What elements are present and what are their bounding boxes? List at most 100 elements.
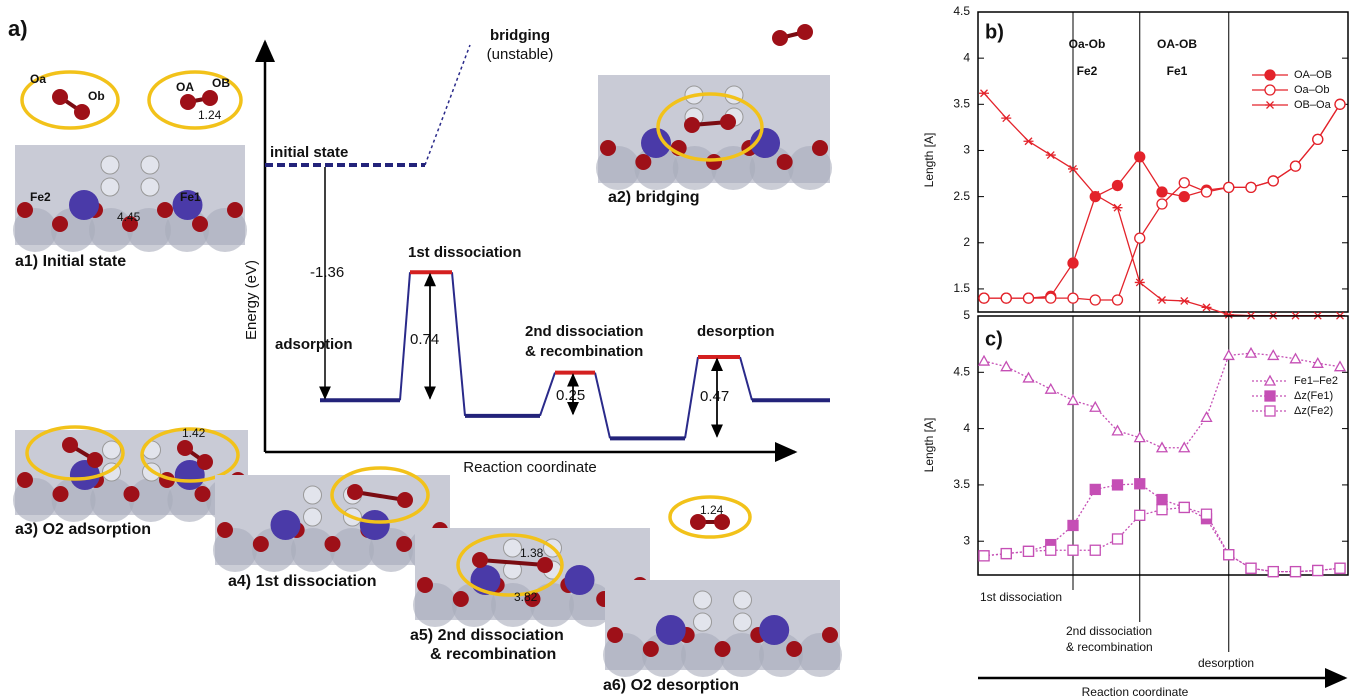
c-atom <box>734 591 752 609</box>
y-tick-label: 3 <box>963 143 970 157</box>
annotation: 0.25 <box>556 387 585 404</box>
annotation: 0.74 <box>410 331 439 348</box>
c-atom <box>504 539 522 557</box>
marker <box>1268 567 1278 577</box>
legend-label: OB–Oa <box>1294 99 1332 111</box>
structure-images <box>13 24 842 677</box>
c-atom <box>141 156 159 174</box>
annotation: bridging <box>490 27 550 44</box>
marker <box>1246 182 1256 192</box>
marker <box>1246 348 1256 357</box>
marker <box>979 356 989 365</box>
distance-label: 1.42 <box>182 426 206 440</box>
annotation: initial state <box>270 144 348 161</box>
figure: a) Energy (eV) Reaction coordinate bridg… <box>0 0 1349 700</box>
marker <box>1046 545 1056 555</box>
y-tick-label: 2.5 <box>953 189 970 203</box>
caption: a4) 1st dissociation <box>228 573 377 590</box>
caption: a6) O2 desorption <box>603 677 739 694</box>
o-atom <box>192 216 208 232</box>
marker <box>1135 479 1145 489</box>
o-atom <box>227 202 243 218</box>
fe-atom <box>271 510 301 540</box>
annotation: 1st dissociation <box>408 244 521 261</box>
marker <box>1001 362 1011 371</box>
atom-label: OB <box>212 76 230 90</box>
marker <box>1224 182 1234 192</box>
marker <box>1157 187 1167 197</box>
o-atom <box>195 486 211 502</box>
panel-label: b) <box>985 21 1004 43</box>
o-atom <box>706 154 722 170</box>
distance-label: 4.45 <box>117 210 141 224</box>
annotation: Fe2 <box>1077 64 1098 78</box>
c-atom <box>304 486 322 504</box>
connector <box>685 357 698 438</box>
connector <box>452 272 465 416</box>
legend-label: Δz(Fe1) <box>1294 390 1333 402</box>
c-atom <box>304 508 322 526</box>
marker <box>1001 293 1011 303</box>
marker <box>1113 295 1123 305</box>
fe-atom <box>565 565 595 595</box>
y-tick-label: 5 <box>963 308 970 322</box>
y-axis-label: Energy (eV) <box>243 260 260 340</box>
o-atom <box>180 94 196 110</box>
event-label: & recombination <box>1066 640 1153 654</box>
o-atom <box>62 437 78 453</box>
c-atom <box>101 178 119 196</box>
fe-atom <box>759 615 789 645</box>
legend-label: OA–OB <box>1294 69 1332 81</box>
caption: & recombination <box>430 646 556 663</box>
marker <box>1157 199 1167 209</box>
y-tick-label: 1.5 <box>953 281 970 295</box>
annotation: -1.36 <box>310 264 344 281</box>
o-atom <box>253 536 269 552</box>
y-tick-label: 3 <box>963 533 970 547</box>
y-tick-label: 4 <box>963 50 970 64</box>
marker <box>1179 502 1189 512</box>
distance-label: 1.24 <box>700 503 724 517</box>
series-line <box>984 507 1340 571</box>
connector <box>400 272 410 400</box>
marker <box>1313 565 1323 575</box>
o-atom <box>52 89 68 105</box>
marker <box>1157 505 1167 515</box>
connector <box>595 373 610 439</box>
legend-label: Δz(Fe2) <box>1294 405 1333 417</box>
c-atom <box>734 613 752 631</box>
marker <box>1135 152 1145 162</box>
marker <box>1335 362 1345 371</box>
marker <box>1265 406 1275 416</box>
marker <box>1202 509 1212 519</box>
c-atom <box>694 591 712 609</box>
marker <box>1224 350 1234 359</box>
o-atom <box>347 484 363 500</box>
annotation: 2nd dissociation <box>525 323 643 340</box>
connector <box>540 373 555 416</box>
marker <box>1291 567 1301 577</box>
o-atom <box>157 202 173 218</box>
x-axis-label: Reaction coordinate <box>463 459 596 476</box>
caption: a3) O2 adsorption <box>15 521 151 538</box>
marker <box>1024 546 1034 556</box>
marker <box>1113 181 1123 191</box>
o-atom <box>217 522 233 538</box>
o-atom <box>472 552 488 568</box>
marker <box>1265 391 1275 401</box>
annotation: desorption <box>697 323 775 340</box>
marker <box>1046 384 1056 393</box>
marker <box>1202 304 1212 311</box>
atom-label: Ob <box>88 89 105 103</box>
marker <box>1135 510 1145 520</box>
o-atom <box>325 536 341 552</box>
y-axis-label: Length [A] <box>922 418 936 473</box>
marker <box>1157 495 1167 505</box>
marker <box>1090 295 1100 305</box>
event-label: desorption <box>1198 656 1254 670</box>
marker <box>979 293 989 303</box>
caption: a2) bridging <box>608 189 700 206</box>
o-atom <box>17 202 33 218</box>
marker <box>979 90 989 97</box>
distance-label: 3.82 <box>514 590 538 604</box>
